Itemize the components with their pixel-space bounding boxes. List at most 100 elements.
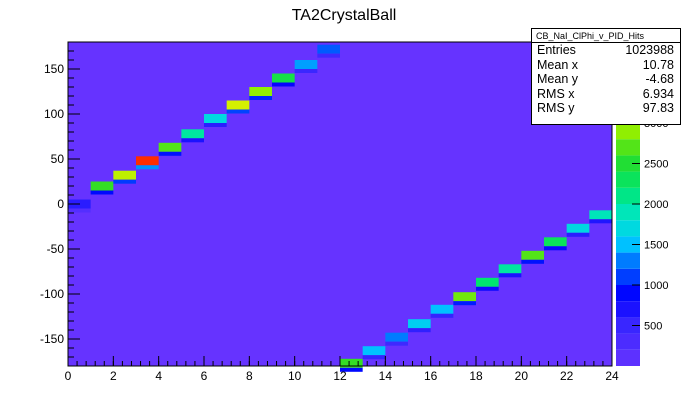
stats-row-rms-y: RMS y 97.83 <box>532 101 680 116</box>
heatmap-bin <box>90 190 114 195</box>
x-tick-label: 12 <box>333 369 347 383</box>
heatmap-bin <box>340 367 363 372</box>
stats-label: RMS y <box>537 101 575 115</box>
palette-band <box>616 349 640 366</box>
stats-title: CB_NaI_ClPhi_v_PID_Hits <box>532 29 680 43</box>
heatmap-bin <box>453 301 476 306</box>
heatmap-bin <box>317 53 340 58</box>
stats-box: CB_NaI_ClPhi_v_PID_Hits Entries 1023988 … <box>531 28 681 125</box>
plot-background <box>68 42 612 366</box>
palette-band <box>616 236 640 253</box>
heatmap-bin <box>136 165 159 170</box>
palette-tick-label: 2000 <box>644 199 668 211</box>
heatmap-bin <box>113 170 136 180</box>
axes: 0 2 4 6 8 10 12 14 16 18 20 22 24-150-100-5005010015… <box>40 41 619 383</box>
x-tick-label: 24 <box>605 369 619 383</box>
x-tick-label: 2 <box>110 369 117 383</box>
heatmap-bin <box>136 156 159 166</box>
heatmap-bin <box>272 73 295 83</box>
chart-title: TA2CrystalBall <box>292 7 397 24</box>
stats-row-rms-x: RMS x 6.934 <box>532 87 680 102</box>
x-tick-label: 20 <box>515 369 529 383</box>
y-tick-label: -100 <box>40 287 64 301</box>
x-tick-label: 8 <box>246 369 253 383</box>
heatmap-bin <box>544 246 567 251</box>
plot-area <box>68 42 612 372</box>
palette-band <box>616 268 640 285</box>
palette-band <box>616 171 640 188</box>
stats-value: 6.934 <box>642 86 674 101</box>
palette-band <box>616 123 640 140</box>
heatmap-bin <box>408 319 431 329</box>
y-tick-label: -50 <box>47 242 65 256</box>
stats-label: RMS x <box>537 86 575 101</box>
palette-band <box>616 252 640 269</box>
heatmap-bin <box>589 219 612 224</box>
stats-value: 10.78 <box>642 57 674 72</box>
heatmap-bin <box>158 142 182 152</box>
palette-band <box>616 187 640 204</box>
heatmap-bin <box>90 181 114 191</box>
y-tick-label: -150 <box>40 332 64 346</box>
heatmap-bin <box>113 179 136 184</box>
heatmap-bin <box>340 358 363 368</box>
heatmap-bin <box>498 264 522 274</box>
heatmap-bin <box>498 273 522 278</box>
stats-label: Mean x <box>537 57 578 72</box>
x-tick-label: 6 <box>201 369 208 383</box>
stats-value: -4.68 <box>645 72 675 86</box>
heatmap-bin <box>68 208 91 213</box>
heatmap-bin <box>317 44 340 54</box>
heatmap-bin <box>272 82 295 87</box>
heatmap-bin <box>544 237 567 247</box>
palette-tick-label: 1000 <box>644 280 668 292</box>
x-tick-label: 0 <box>65 369 72 383</box>
stats-label: Mean y <box>537 72 578 86</box>
palette-band <box>616 139 640 156</box>
heatmap-bin <box>385 341 408 346</box>
heatmap-bin <box>589 210 612 220</box>
x-tick-label: 22 <box>560 369 574 383</box>
x-tick-label: 10 <box>288 369 302 383</box>
heatmap-bin <box>181 138 204 143</box>
palette-band <box>616 285 640 302</box>
heatmap-bin <box>521 259 544 264</box>
heatmap-bin <box>521 250 544 260</box>
heatmap-bin <box>294 69 318 73</box>
heatmap-bin <box>476 277 499 287</box>
palette-tick-label: 1500 <box>644 240 668 252</box>
heatmap-bin <box>249 96 272 100</box>
heatmap-bin <box>566 232 590 237</box>
stats-row-entries: Entries 1023988 <box>532 43 680 58</box>
stats-value: 97.83 <box>642 101 674 115</box>
palette-band <box>616 301 640 318</box>
heatmap-bin <box>408 328 431 333</box>
y-tick-label: 150 <box>44 62 64 76</box>
heatmap-bin <box>385 332 408 342</box>
heatmap-bin <box>453 292 476 302</box>
palette-band <box>616 317 640 334</box>
heatmap-bin <box>249 87 272 96</box>
heatmap-bin <box>430 313 454 318</box>
palette-band <box>616 333 640 350</box>
heatmap-bin <box>476 286 499 291</box>
palette-band <box>616 155 640 172</box>
stats-value: 1023988 <box>625 43 674 57</box>
heatmap-bin <box>362 346 386 356</box>
palette-band <box>616 220 640 237</box>
heatmap-bin <box>181 129 204 139</box>
x-tick-label: 18 <box>469 369 483 383</box>
stats-label: Entries <box>537 43 576 57</box>
heatmap-bin <box>158 151 182 156</box>
x-tick-label: 16 <box>424 369 438 383</box>
palette-tick-label: 500 <box>644 321 662 333</box>
y-tick-label: 100 <box>44 107 64 121</box>
y-tick-label: 50 <box>51 152 65 166</box>
x-tick-label: 4 <box>155 369 162 383</box>
heatmap-bin <box>294 60 318 69</box>
palette-band <box>616 204 640 221</box>
y-tick-label: 0 <box>57 197 64 211</box>
heatmap-bin <box>226 109 250 114</box>
heatmap-bin <box>566 223 590 233</box>
